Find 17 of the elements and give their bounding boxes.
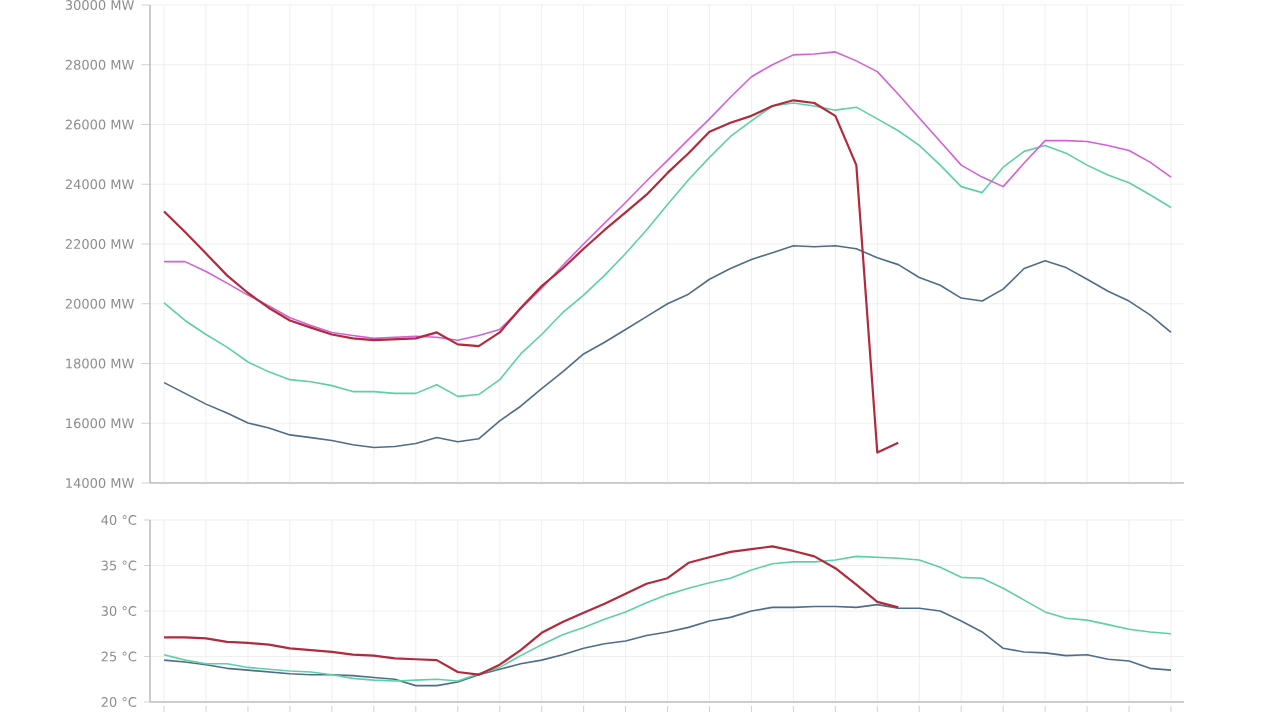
y-tick-label: 35 °C [101, 560, 137, 571]
y-tick-label: 22000 MW [65, 239, 134, 249]
line-series [163, 51, 1172, 341]
y-tick-label: 20 °C [101, 697, 137, 707]
y-tick-label: 25 °C [101, 651, 137, 662]
y-tick-label: 24000 MW [65, 179, 134, 190]
y-tick-label: 40 °C [101, 515, 137, 525]
y-tick-label: 16000 MW [66, 418, 134, 429]
y-tick-label: 30 °C [101, 606, 137, 616]
y-tick-label: 20000 MW [65, 298, 134, 309]
line-series [163, 244, 1172, 449]
y-tick-label: 14000 MW [66, 478, 134, 488]
y-tick-label: 28000 MW [65, 59, 134, 70]
y-tick-label: 18000 MW [66, 358, 134, 369]
line-series [163, 102, 1172, 398]
y-tick-label: 30000 MW [65, 0, 134, 10]
y-tick-label: 26000 MW [65, 119, 134, 130]
